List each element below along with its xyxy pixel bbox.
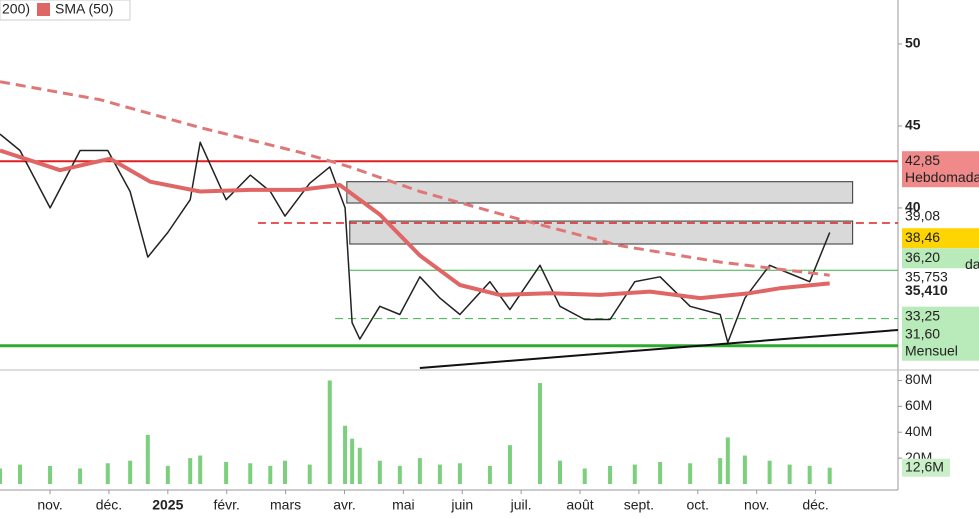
price-label: 31,60 <box>905 325 940 341</box>
volume-bar <box>128 460 133 484</box>
volume-bar <box>487 465 492 484</box>
x-tick-label: mai <box>392 497 415 513</box>
volume-bar <box>632 464 637 484</box>
y2-tick-label: 80M <box>905 371 932 387</box>
volume-bar <box>350 438 355 484</box>
x-tick-label: août <box>566 497 593 513</box>
volume-bar <box>507 445 512 484</box>
x-tick-label: nov. <box>744 497 769 513</box>
volume-bar <box>343 425 348 484</box>
volume-bar <box>725 437 730 484</box>
x-tick-label: sept. <box>624 497 654 513</box>
x-tick-label: avr. <box>333 497 356 513</box>
volume-bar <box>608 465 613 484</box>
price-label-note: Mensuel <box>905 342 958 358</box>
sma-line <box>0 148 830 301</box>
x-tick-label: oct. <box>687 497 710 513</box>
volume-bar <box>767 460 772 484</box>
volume-bar <box>582 468 587 484</box>
volume-bar <box>165 465 170 484</box>
volume-bar <box>105 463 110 484</box>
x-tick-label: déc. <box>802 497 828 513</box>
price-label-box <box>902 248 979 269</box>
volume-bar <box>283 460 288 484</box>
price-label-note: da <box>965 256 979 272</box>
volume-bar <box>78 468 83 484</box>
volume-bar <box>417 458 422 484</box>
volume-bar <box>268 465 273 484</box>
y2-tick-label: 40M <box>905 423 932 439</box>
volume-bar <box>198 455 203 484</box>
trend-line <box>419 328 899 369</box>
legend-label: 200) <box>2 1 30 17</box>
volume-bar <box>658 462 663 484</box>
price-label-box <box>902 228 979 249</box>
volume-bar <box>437 464 442 484</box>
y-tick-label: 50 <box>905 35 921 51</box>
legend-box <box>0 0 131 21</box>
volume-bar <box>188 458 193 484</box>
volume-bar <box>357 447 362 484</box>
volume-label-box <box>902 458 950 477</box>
price-label: 35,410 <box>905 282 948 298</box>
x-tick-label: juin <box>450 497 473 513</box>
x-tick-label: nov. <box>37 497 62 513</box>
volume-bar <box>397 465 402 484</box>
volume-bar <box>787 464 792 484</box>
x-tick-label: 2025 <box>152 497 183 513</box>
price-label: 39,08 <box>905 208 940 224</box>
price-label-box <box>902 151 979 188</box>
price-label-note: Hebdomada <box>905 169 979 185</box>
sma-line <box>0 80 830 277</box>
price-label: 33,25 <box>905 307 940 323</box>
price-label: 35,753 <box>905 268 948 284</box>
volume-bar <box>307 464 312 484</box>
price-label-box <box>902 324 979 361</box>
volume-bar <box>557 460 562 484</box>
volume-bar <box>224 462 229 484</box>
volume-bar <box>327 380 332 484</box>
price-label: 42,85 <box>905 152 940 168</box>
x-tick-label: mars <box>270 497 301 513</box>
volume-bar <box>248 463 253 484</box>
volume-bar <box>48 465 53 484</box>
zone <box>349 220 854 245</box>
x-tick-label: déc. <box>96 497 122 513</box>
price-line <box>0 133 831 344</box>
x-tick-label: juil. <box>510 497 532 513</box>
volume-bar <box>718 458 723 484</box>
volume-label: 12,6M <box>905 458 944 474</box>
volume-bar <box>827 467 832 484</box>
volume-bar <box>457 463 462 484</box>
y-tick-label: 45 <box>905 117 921 133</box>
price-label-box <box>902 306 979 327</box>
y2-tick-label: 60M <box>905 397 932 413</box>
legend-swatch <box>37 3 50 16</box>
volume-bar <box>537 383 542 484</box>
price-label: 36,20 <box>905 249 940 265</box>
volume-bar <box>18 464 23 484</box>
volume-bar <box>807 465 812 484</box>
price-label: 38,46 <box>905 229 940 245</box>
legend-label: SMA (50) <box>55 1 113 17</box>
volume-bar <box>742 455 747 484</box>
y-tick-label: 40 <box>905 199 921 215</box>
volume-bar <box>377 460 382 484</box>
volume-bar <box>0 468 2 484</box>
volume-bar <box>688 463 693 484</box>
legend: 200) SMA (50) <box>0 0 131 21</box>
volume-bar <box>145 434 150 484</box>
x-tick-label: févr. <box>213 497 239 513</box>
